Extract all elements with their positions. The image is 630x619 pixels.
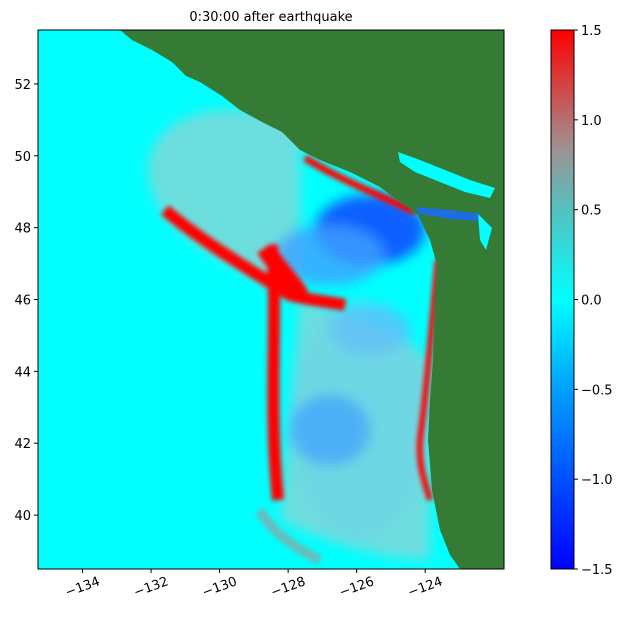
colorbar-tick-label: 1.5 — [581, 24, 602, 39]
x-tick-label: −134 — [63, 574, 102, 600]
colorbar-tick-label: −1.0 — [581, 473, 613, 488]
x-tick-label: −132 — [132, 574, 171, 600]
y-tick-label: 40 — [14, 509, 31, 524]
sound — [478, 214, 492, 250]
colorbar-tick-label: −0.5 — [581, 383, 613, 398]
y-tick-label: 52 — [14, 78, 31, 93]
strait-wave — [415, 207, 480, 221]
y-tick-label: 46 — [14, 294, 31, 309]
x-tick-label: −130 — [200, 574, 239, 600]
chart-title: 0:30:00 after earthquake — [189, 10, 352, 25]
y-tick-label: 44 — [14, 365, 31, 380]
y-tick-label: 42 — [14, 437, 31, 452]
colorbar-tick-label: 0.5 — [581, 204, 602, 219]
y-tick-label: 48 — [14, 222, 31, 237]
colorbar-tick-label: −1.5 — [581, 563, 613, 578]
wave-crest — [161, 155, 441, 565]
colorbar-tick-label: 1.0 — [581, 114, 602, 129]
wave-trough — [275, 195, 425, 465]
x-tick-label: −128 — [269, 574, 308, 600]
colorbar-tick-label: 0.0 — [581, 294, 602, 309]
x-tick-label: −124 — [406, 574, 445, 600]
map-field — [38, 30, 504, 569]
y-tick-label: 50 — [14, 150, 31, 165]
colorbar — [550, 29, 575, 570]
strait — [398, 152, 495, 198]
x-tick-label: −126 — [337, 574, 376, 600]
